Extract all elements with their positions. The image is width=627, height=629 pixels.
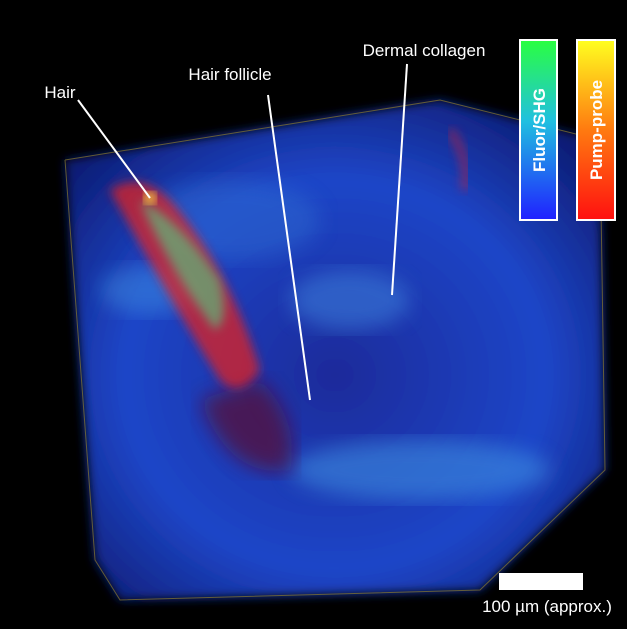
scale-bar [499, 573, 583, 590]
scale-bar-label: 100 µm (approx.) [482, 597, 612, 616]
colorbar-label-pump: Pump-probe [587, 80, 606, 180]
label-dermal-collagen: Dermal collagen [363, 41, 486, 60]
label-hair-follicle: Hair follicle [188, 65, 271, 84]
colorbar-label-fluor: Fluor/SHG [530, 88, 549, 172]
label-hair: Hair [44, 83, 76, 102]
figure: Hair Hair follicle Dermal collagen Fluor… [0, 0, 627, 629]
